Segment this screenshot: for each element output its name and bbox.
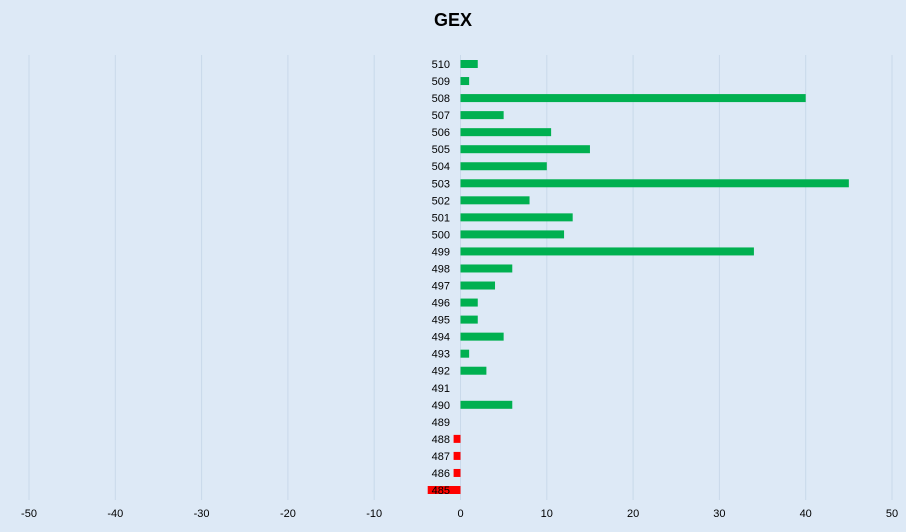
- x-tick-label: 50: [886, 508, 898, 520]
- grid-lines: [28, 55, 893, 500]
- chart-title: GEX: [433, 10, 472, 30]
- bar: [427, 486, 461, 494]
- bar: [460, 111, 504, 120]
- bar: [460, 349, 470, 358]
- bar: [460, 145, 590, 154]
- bar: [460, 298, 478, 307]
- x-tick-label: -40: [107, 508, 123, 520]
- bar: [460, 77, 470, 86]
- bar: [460, 179, 849, 188]
- category-label: 492: [432, 366, 450, 378]
- bar: [460, 281, 496, 290]
- x-axis-ticks: -50 -40 -30 -20 -10 0 10 20 30 40 50: [21, 508, 898, 520]
- category-label: 497: [432, 281, 450, 293]
- bar: [460, 247, 754, 256]
- category-label: 486: [432, 468, 450, 480]
- bars: [427, 60, 849, 494]
- bar: [453, 434, 461, 443]
- x-tick-label: 20: [627, 508, 639, 520]
- category-label: 509: [432, 76, 450, 88]
- bar: [460, 128, 552, 137]
- category-label: 494: [432, 332, 450, 344]
- category-label: 502: [432, 195, 450, 207]
- category-label: 501: [432, 212, 450, 224]
- category-label: 504: [432, 161, 450, 173]
- category-label: 506: [432, 127, 450, 139]
- category-label: 485: [432, 485, 450, 497]
- category-label: 493: [432, 349, 450, 361]
- bar: [460, 60, 478, 68]
- x-tick-label: -30: [194, 508, 210, 520]
- bar: [460, 332, 504, 341]
- bar: [460, 94, 806, 103]
- bar: [460, 264, 513, 273]
- category-label: 488: [432, 434, 450, 446]
- bar: [460, 230, 565, 239]
- category-label: 495: [432, 315, 450, 327]
- category-label: 496: [432, 298, 450, 310]
- bar: [460, 196, 530, 205]
- category-label: 505: [432, 144, 450, 156]
- bar: [460, 366, 487, 375]
- category-label: 498: [432, 263, 450, 275]
- bar: [460, 213, 573, 222]
- category-label: 500: [432, 229, 450, 241]
- x-tick-label: 40: [800, 508, 812, 520]
- category-label: 491: [432, 383, 450, 395]
- category-labels: 510 509 508 507 506 505 504 503 502 501 500 499 498 4…: [432, 59, 450, 497]
- bar: [453, 451, 461, 460]
- bar: [460, 315, 478, 324]
- category-label: 489: [432, 417, 450, 429]
- category-label: 490: [432, 400, 450, 412]
- bar: [460, 162, 547, 171]
- x-tick-label: 30: [713, 508, 725, 520]
- category-label: 508: [432, 93, 450, 105]
- bar: [460, 400, 513, 409]
- category-label: 507: [432, 110, 450, 122]
- bar: [453, 468, 461, 477]
- category-label: 510: [432, 59, 450, 71]
- category-label: 487: [432, 451, 450, 463]
- x-tick-label: 10: [541, 508, 553, 520]
- category-label: 503: [432, 178, 450, 190]
- x-tick-label: 0: [457, 508, 463, 520]
- x-tick-label: -10: [366, 508, 382, 520]
- x-tick-label: -20: [280, 508, 296, 520]
- category-label: 499: [432, 246, 450, 258]
- x-tick-label: -50: [21, 508, 37, 520]
